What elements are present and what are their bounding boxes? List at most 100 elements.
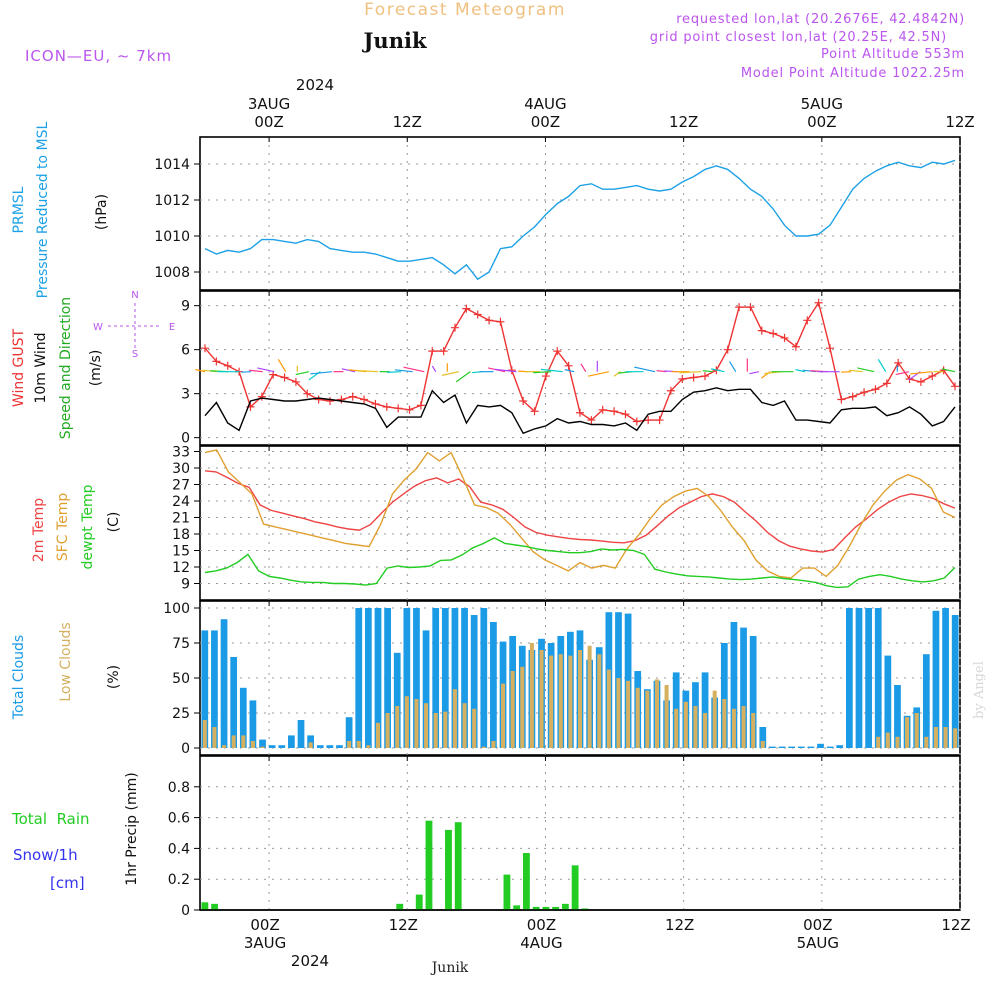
low-clouds-bar — [347, 741, 352, 748]
total-clouds-bar — [797, 746, 805, 748]
low-clouds-bar — [452, 689, 457, 748]
low-clouds-bar — [462, 703, 467, 748]
rain-bar — [513, 905, 521, 910]
rain-bar — [561, 903, 569, 910]
total-clouds-bar — [480, 608, 488, 748]
gust-marker — [814, 298, 823, 307]
low-clouds-bar — [404, 696, 409, 748]
total-clouds-label: Total Clouds — [11, 635, 27, 720]
top-hour-label: 12Z — [945, 113, 974, 131]
low-clouds-bar — [529, 643, 534, 748]
gust-marker — [473, 310, 482, 319]
gust-marker — [644, 416, 653, 425]
wind-direction-arrow — [455, 371, 471, 383]
bottom-hour-label: 12Z — [389, 916, 418, 934]
pressure-unit: (hPa) — [94, 194, 110, 230]
bottom-date-label: 3AUG — [244, 934, 286, 952]
gust-marker — [951, 382, 959, 391]
low-clouds-bar — [943, 727, 948, 748]
total-clouds-bar — [259, 739, 266, 748]
wind-direction-arrow — [841, 371, 852, 373]
compass-rose: N S W E — [93, 290, 175, 360]
total-clouds-bar — [413, 608, 420, 748]
gust-marker — [257, 392, 266, 401]
clouds-tick-label: 0 — [181, 741, 190, 757]
top-hour-label: 12Z — [393, 113, 422, 131]
total-clouds-bar — [364, 608, 372, 748]
gust-marker — [621, 410, 630, 419]
10m-wind-line — [204, 387, 956, 435]
rain-bar — [415, 894, 423, 910]
gust-marker — [291, 377, 300, 386]
rain-bar — [523, 853, 530, 910]
rain-bar — [571, 865, 579, 910]
gust-marker — [780, 333, 789, 342]
wind-direction-arrow — [277, 358, 287, 372]
total-clouds-bar — [384, 608, 391, 748]
total-clouds-bar — [894, 685, 901, 748]
wind-direction-arrow — [195, 369, 206, 373]
low-clouds-bar — [645, 690, 650, 748]
total-clouds-bar — [220, 619, 228, 748]
wind-direction-arrow — [310, 371, 332, 375]
total-clouds-bar — [201, 630, 209, 748]
top-date-label: 5AUG — [801, 95, 843, 113]
pressure-panel: 1008 1010 1012 1014 — [154, 136, 961, 291]
dewpt-label: dewpt Temp — [80, 484, 96, 569]
pressure-label-1: PRMSL — [11, 186, 27, 233]
gust-marker — [826, 344, 834, 353]
wind-direction-arrow — [634, 366, 656, 373]
low-clouds-bar — [520, 666, 525, 748]
wind-unit: (m/s) — [88, 350, 104, 387]
wind-direction-arrow — [431, 365, 437, 372]
gust-marker — [496, 317, 505, 326]
total-clouds-bar — [490, 622, 497, 748]
total-clouds-bar — [268, 745, 276, 748]
temperature-tick-label: 24 — [172, 494, 190, 510]
compass-east: E — [169, 322, 175, 333]
low-clouds-bar — [693, 706, 698, 748]
wind-direction-arrow — [257, 367, 275, 373]
total-clouds-bar — [461, 608, 468, 748]
rain-bar — [201, 902, 209, 910]
wind-tick-label: 9 — [181, 299, 190, 315]
wind-direction-arrow — [613, 371, 621, 377]
total-clouds-bar — [942, 608, 949, 748]
low-clouds-bar — [914, 713, 919, 748]
top-hour-label: 12Z — [669, 113, 698, 131]
point-altitude: Point Altitude 553m — [821, 47, 965, 62]
total-rain-label: Total Rain — [11, 810, 90, 828]
location-title: Junik — [362, 28, 427, 53]
snow-label: Snow/1h — [13, 846, 78, 864]
low-clouds-bar — [731, 708, 736, 748]
wind-direction-arrow — [387, 371, 402, 373]
wind-frame — [199, 290, 961, 446]
bottom-year-label: 2024 — [291, 952, 329, 970]
low-clouds-bar — [366, 745, 371, 748]
total-clouds-bar — [422, 630, 430, 748]
low-clouds-bar — [722, 699, 727, 748]
footer-location: Junik — [430, 960, 469, 976]
total-clouds-bar — [759, 727, 767, 748]
gust-marker — [587, 416, 596, 425]
total-clouds-bar — [470, 615, 478, 748]
bottom-hour-label: 00Z — [250, 916, 279, 934]
low-clouds-bar — [895, 736, 900, 748]
low-clouds-bar — [712, 690, 717, 748]
pressure-tick-label: 1008 — [154, 265, 190, 281]
gust-marker — [576, 408, 584, 417]
total-clouds-bar — [884, 655, 892, 748]
temperature-tick-label: 9 — [181, 577, 190, 593]
total-clouds-bar — [278, 745, 286, 748]
low-clouds-bar — [250, 741, 255, 748]
pressure-frame — [199, 136, 961, 291]
grid-point-coords: grid point closest lon,lat (20.25E, 42.5… — [650, 30, 947, 45]
total-clouds-bar — [316, 745, 324, 748]
wind-tick-label: 6 — [181, 343, 190, 359]
low-clouds-bar — [539, 650, 544, 748]
precip-tick-label: 0.4 — [168, 841, 190, 857]
top-hour-label: 00Z — [807, 113, 836, 131]
gust-marker — [416, 401, 425, 410]
pressure-tick-label: 1010 — [154, 229, 190, 245]
total-clouds-bar — [922, 654, 930, 748]
